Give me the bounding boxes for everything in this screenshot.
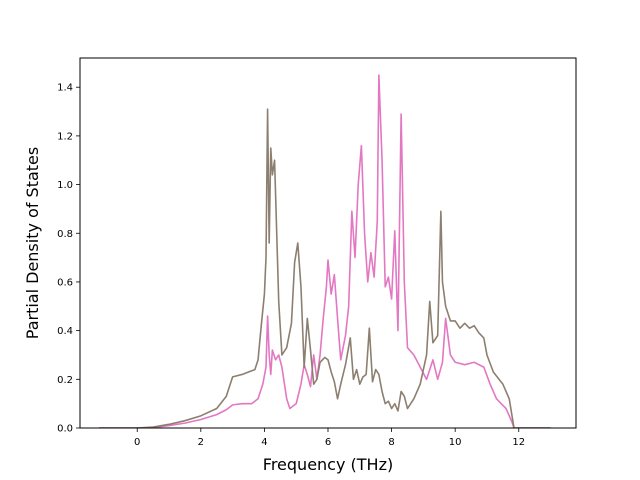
series-line-1: [99, 74, 551, 428]
y-tick-label: 0.2: [57, 375, 73, 386]
x-tick-label: 2: [198, 437, 204, 448]
y-tick-label: 0.4: [57, 326, 73, 337]
y-tick-label: 1.4: [57, 83, 73, 94]
x-axis-label: Frequency (THz): [263, 455, 393, 474]
y-tick-label: 1.0: [57, 180, 73, 191]
y-tick-label: 1.2: [57, 131, 73, 142]
x-ticks: 0 2 4 6 8 10 12: [134, 428, 525, 448]
x-tick-label: 12: [512, 437, 525, 448]
y-axis-label: Partial Density of States: [23, 147, 42, 339]
x-tick-label: 0: [134, 437, 140, 448]
series-line-2: [99, 108, 551, 428]
y-tick-label: 0.0: [57, 424, 73, 435]
y-tick-label: 0.6: [57, 277, 73, 288]
x-tick-label: 4: [261, 437, 267, 448]
axes-frame: [79, 57, 577, 429]
x-tick-label: 6: [325, 437, 331, 448]
series-layer: [99, 74, 551, 428]
y-tick-label: 0.8: [57, 229, 73, 240]
y-ticks: 0.0 0.2 0.4 0.6 0.8 1.0 1.2 1.4: [57, 83, 80, 435]
x-tick-label: 8: [388, 437, 394, 448]
x-tick-label: 10: [449, 437, 462, 448]
